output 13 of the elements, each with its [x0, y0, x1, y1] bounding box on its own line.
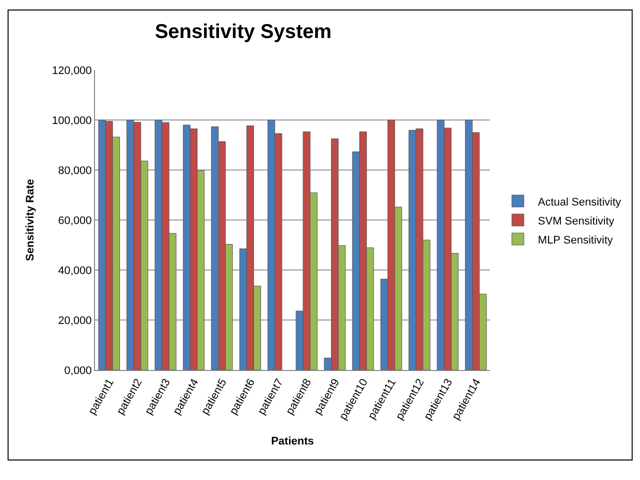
legend-label: SVM Sensitivity	[538, 215, 615, 228]
y-tick-label: 0,000	[64, 364, 92, 377]
y-axis-title: Sensitivity Rate	[24, 179, 37, 261]
y-tick-label: 120,000	[52, 64, 92, 77]
legend-label: MLP Sensitivity	[538, 234, 614, 246]
y-tick-label: 100,000	[52, 114, 92, 127]
y-tick-label: 80,000	[58, 164, 92, 177]
y-tick-label: 40,000	[58, 264, 92, 277]
chart-title: Sensitivity System	[154, 21, 332, 43]
y-tick-label: 60,000	[58, 214, 92, 227]
y-tick-label: 20,000	[58, 314, 92, 327]
x-axis-title: Patients	[271, 435, 314, 448]
legend-label: Actual Sensitivity	[538, 196, 622, 208]
